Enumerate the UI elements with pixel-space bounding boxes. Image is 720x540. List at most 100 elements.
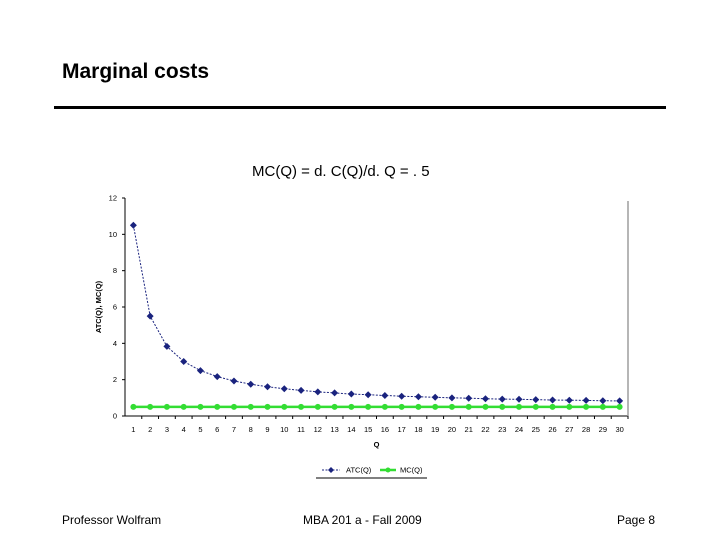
x-tick-label: 10: [280, 425, 288, 434]
atc-point: [180, 358, 188, 365]
x-tick-label: 9: [265, 425, 269, 434]
mc-point: [448, 403, 455, 410]
mc-point: [230, 403, 237, 410]
mc-point: [549, 403, 556, 410]
mc-point: [147, 403, 154, 410]
atc-point: [314, 388, 322, 396]
x-tick-label: 20: [448, 425, 456, 434]
x-tick-label: 29: [599, 425, 607, 434]
x-tick-label: 13: [330, 425, 338, 434]
x-tick-label: 18: [414, 425, 422, 434]
y-tick-label: 2: [113, 375, 117, 384]
mc-point: [298, 403, 305, 410]
x-tick-label: 2: [148, 425, 152, 434]
atc-point: [582, 396, 590, 404]
slide-title: Marginal costs: [62, 60, 210, 83]
atc-point: [381, 391, 389, 399]
y-tick-label: 12: [109, 194, 117, 203]
atc-point: [532, 396, 540, 404]
atc-point: [146, 312, 154, 320]
x-tick-label: 30: [615, 425, 623, 434]
atc-point: [465, 394, 473, 402]
atc-point: [398, 392, 406, 400]
atc-point: [331, 389, 339, 397]
mc-point: [331, 403, 338, 410]
legend-atc-label: ATC(Q): [346, 466, 372, 475]
x-tick-label: 11: [297, 425, 305, 434]
x-axis-label: Q: [374, 440, 380, 449]
mc-point: [432, 403, 439, 410]
mc-point: [264, 403, 271, 410]
mc-point: [214, 403, 221, 410]
mc-point: [415, 403, 422, 410]
mc-point: [465, 403, 472, 410]
footer-page-number: Page 8: [617, 513, 656, 527]
atc-point: [247, 380, 255, 388]
x-tick-label: 4: [182, 425, 186, 434]
legend-atc-marker: [328, 467, 334, 473]
mc-point: [314, 403, 321, 410]
x-tick-label: 25: [532, 425, 540, 434]
atc-point: [230, 377, 238, 385]
x-tick-label: 14: [347, 425, 355, 434]
mc-point: [532, 403, 539, 410]
mc-point: [247, 403, 254, 410]
atc-point: [431, 393, 439, 401]
y-axis-label: ATC(Q), MC(Q): [94, 280, 103, 333]
x-tick-label: 5: [198, 425, 202, 434]
mc-point: [381, 403, 388, 410]
atc-point: [448, 394, 456, 402]
footer-course: MBA 201 a - Fall 2009: [303, 513, 422, 527]
x-tick-label: 19: [431, 425, 439, 434]
x-tick-label: 21: [465, 425, 473, 434]
x-tick-label: 28: [582, 425, 590, 434]
x-tick-label: 1: [131, 425, 135, 434]
footer-author: Professor Wolfram: [62, 513, 162, 527]
mc-point: [599, 403, 606, 410]
x-tick-label: 15: [364, 425, 372, 434]
mc-point: [180, 403, 187, 410]
legend-mc-marker: [385, 467, 391, 473]
atc-point: [481, 395, 489, 403]
y-tick-label: 8: [113, 266, 117, 275]
atc-point: [280, 385, 288, 393]
x-tick-label: 26: [548, 425, 556, 434]
mc-point: [499, 403, 506, 410]
formula-text: MC(Q) = d. C(Q)/d. Q = . 5: [252, 163, 430, 180]
atc-point: [129, 221, 137, 229]
x-tick-label: 16: [381, 425, 389, 434]
x-tick-label: 23: [498, 425, 506, 434]
y-tick-label: 6: [113, 303, 117, 312]
x-tick-label: 27: [565, 425, 573, 434]
mc-point: [583, 403, 590, 410]
x-tick-label: 24: [515, 425, 523, 434]
atc-point: [414, 393, 422, 401]
x-tick-label: 17: [397, 425, 405, 434]
mc-point: [482, 403, 489, 410]
x-tick-label: 8: [249, 425, 253, 434]
atc-point: [549, 396, 557, 404]
mc-point: [398, 403, 405, 410]
mc-point: [348, 403, 355, 410]
mc-point: [163, 403, 170, 410]
atc-point: [565, 396, 573, 404]
x-tick-label: 12: [314, 425, 322, 434]
mc-point: [197, 403, 204, 410]
atc-point: [599, 397, 607, 405]
legend-mc-label: MC(Q): [400, 466, 423, 475]
atc-point: [213, 373, 221, 381]
mc-point: [566, 403, 573, 410]
atc-point: [616, 397, 624, 405]
mc-point: [130, 403, 137, 410]
y-tick-label: 0: [113, 412, 117, 421]
x-tick-label: 6: [215, 425, 219, 434]
y-tick-label: 4: [113, 339, 117, 348]
atc-point: [297, 386, 305, 394]
x-tick-label: 3: [165, 425, 169, 434]
atc-point: [163, 342, 171, 350]
mc-point: [365, 403, 372, 410]
y-tick-label: 10: [109, 230, 117, 239]
atc-point: [347, 390, 355, 398]
atc-point: [264, 383, 272, 391]
